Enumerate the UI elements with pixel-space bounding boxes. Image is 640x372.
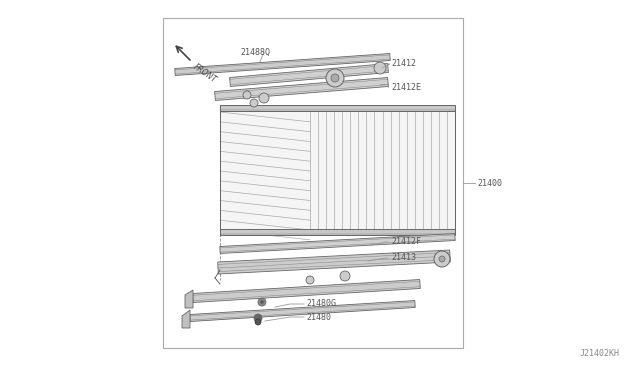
Bar bbox=[163, 18, 463, 348]
Circle shape bbox=[250, 99, 258, 107]
Polygon shape bbox=[175, 54, 390, 76]
Text: 21412: 21412 bbox=[391, 60, 416, 68]
Text: 21412E: 21412E bbox=[391, 83, 421, 92]
Polygon shape bbox=[190, 301, 415, 321]
Polygon shape bbox=[193, 279, 420, 302]
Circle shape bbox=[439, 256, 445, 262]
Text: 21413: 21413 bbox=[391, 253, 416, 263]
Text: J21402KH: J21402KH bbox=[580, 349, 620, 358]
Polygon shape bbox=[185, 290, 193, 308]
Polygon shape bbox=[218, 250, 451, 274]
Polygon shape bbox=[220, 229, 455, 235]
Polygon shape bbox=[214, 77, 388, 100]
Polygon shape bbox=[220, 105, 455, 111]
Circle shape bbox=[258, 298, 266, 306]
Circle shape bbox=[306, 276, 314, 284]
Polygon shape bbox=[182, 310, 190, 328]
Circle shape bbox=[331, 74, 339, 82]
Circle shape bbox=[340, 271, 350, 281]
Polygon shape bbox=[220, 234, 455, 253]
Text: FRONT: FRONT bbox=[192, 62, 218, 84]
Circle shape bbox=[259, 93, 269, 103]
Text: 21412F: 21412F bbox=[391, 237, 421, 247]
Text: 21488Q: 21488Q bbox=[240, 48, 270, 57]
Polygon shape bbox=[220, 110, 455, 232]
Polygon shape bbox=[230, 64, 388, 86]
Circle shape bbox=[254, 314, 262, 322]
Circle shape bbox=[243, 91, 251, 99]
Text: 21400: 21400 bbox=[477, 179, 502, 187]
Text: 21480: 21480 bbox=[306, 312, 331, 321]
Circle shape bbox=[255, 319, 261, 325]
Circle shape bbox=[326, 69, 344, 87]
Circle shape bbox=[374, 62, 386, 74]
Circle shape bbox=[260, 301, 264, 304]
Circle shape bbox=[434, 251, 450, 267]
Text: 21480G: 21480G bbox=[306, 299, 336, 308]
